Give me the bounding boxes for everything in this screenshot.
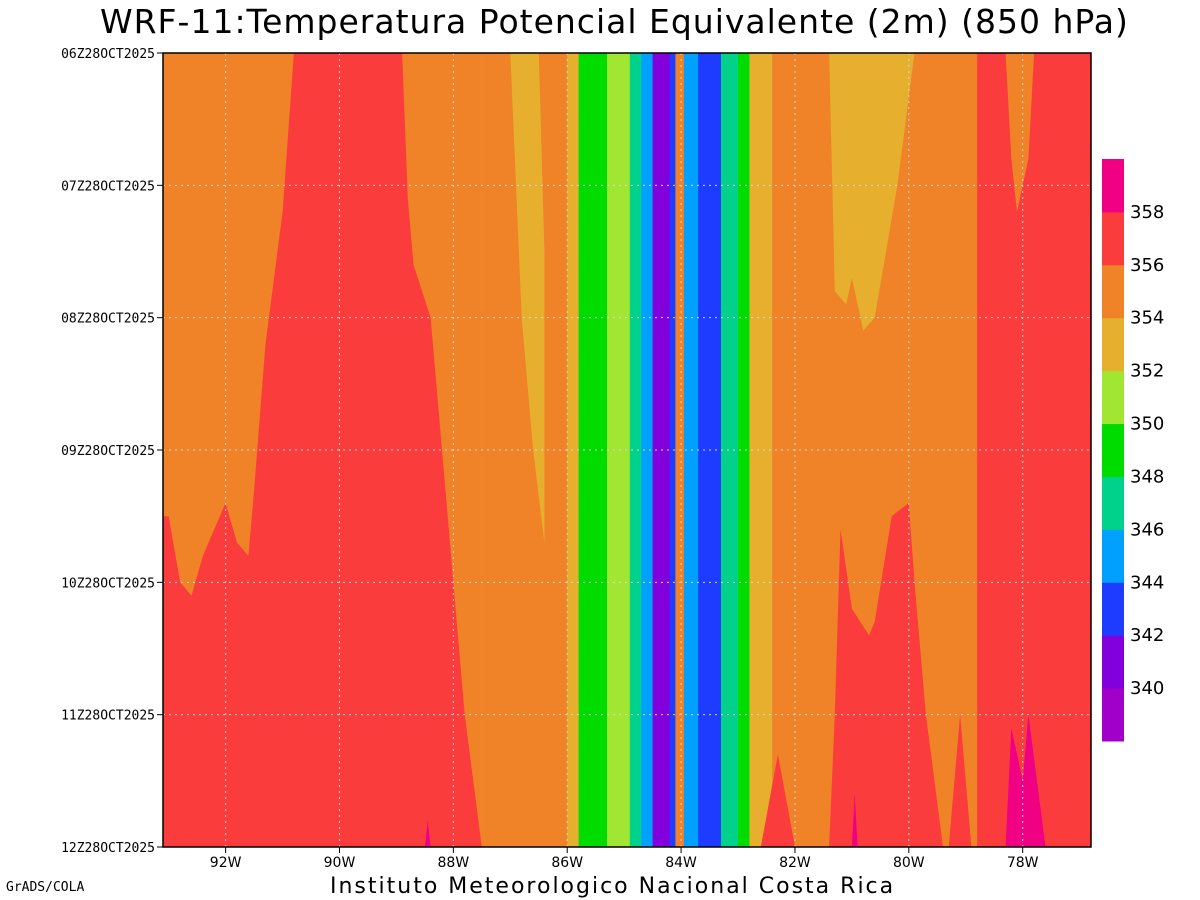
xtick-label: 82W [779, 855, 811, 871]
east-356-intrusion [829, 502, 943, 847]
colorbar-swatch-8 [1102, 264, 1124, 319]
xtick-label: 78W [1007, 855, 1039, 871]
band-8 [669, 53, 676, 847]
ytick-label: 11Z28OCT2025 [61, 709, 155, 724]
band-4 [607, 53, 631, 847]
colorbar-swatch-1 [1102, 635, 1124, 689]
west-tongue-354 [163, 53, 294, 596]
xtick-label: 90W [324, 855, 356, 871]
mid-west-354 [402, 53, 488, 847]
pink-358-west [424, 820, 431, 847]
colorbar-swatch-2 [1102, 582, 1124, 636]
ytick-label: 08Z28OCT2025 [61, 312, 155, 327]
colorbar-label: 354 [1130, 308, 1164, 329]
colorbar-label: 346 [1130, 519, 1164, 540]
xtick-label: 86W [551, 855, 583, 871]
ytick-label: 06Z28OCT2025 [61, 47, 155, 62]
band-14 [749, 53, 773, 847]
xtick-label: 84W [665, 855, 697, 871]
chart-title: WRF-11:Temperatura Potencial Equivalente… [100, 2, 1129, 41]
colorbar-swatch-3 [1102, 529, 1124, 583]
band-13 [738, 53, 750, 847]
band-6 [641, 53, 654, 847]
colorbar-swatch-10 [1102, 159, 1124, 213]
xtick-label: 88W [438, 855, 470, 871]
institution-label: Instituto Meteorologico Nacional Costa R… [330, 874, 896, 899]
colorbar-label: 342 [1130, 625, 1164, 646]
xtick-label: 80W [893, 855, 925, 871]
colorbar-swatch-0 [1102, 688, 1124, 742]
ytick-label: 12Z28OCT2025 [61, 841, 155, 856]
band-2 [567, 53, 580, 847]
colorbar-label: 340 [1130, 678, 1164, 699]
ytick-label: 10Z28OCT2025 [61, 576, 155, 591]
band-5 [629, 53, 642, 847]
band-12 [720, 53, 739, 847]
colorbar-swatch-9 [1102, 211, 1124, 266]
colorbar-label: 348 [1130, 466, 1164, 487]
xtick-label: 92W [210, 855, 242, 871]
colorbar-swatch-4 [1102, 476, 1124, 530]
tongue-352-west [510, 53, 545, 543]
ytick-label: 07Z28OCT2025 [61, 179, 155, 194]
east-356-spike [760, 754, 795, 847]
ytick-label: 09Z28OCT2025 [61, 444, 155, 459]
pink-358-east [1005, 714, 1046, 847]
grads-credit: GrADS/COLA [6, 880, 85, 895]
colorbar-swatch-6 [1102, 370, 1124, 425]
colorbar-swatch-7 [1102, 317, 1124, 372]
colorbar-label: 352 [1130, 361, 1164, 382]
band-3 [578, 53, 608, 847]
tongue-352-east [829, 53, 915, 331]
tongue-354-78w [1005, 53, 1035, 212]
colorbar-swatch-5 [1102, 423, 1124, 477]
colorbar-label: 344 [1130, 572, 1164, 593]
pink-358-small [851, 794, 858, 847]
colorbar-label: 358 [1130, 202, 1164, 223]
colorbar-label: 356 [1130, 255, 1164, 276]
east-356-spike-2 [948, 714, 972, 847]
colorbar-label: 350 [1130, 414, 1164, 435]
